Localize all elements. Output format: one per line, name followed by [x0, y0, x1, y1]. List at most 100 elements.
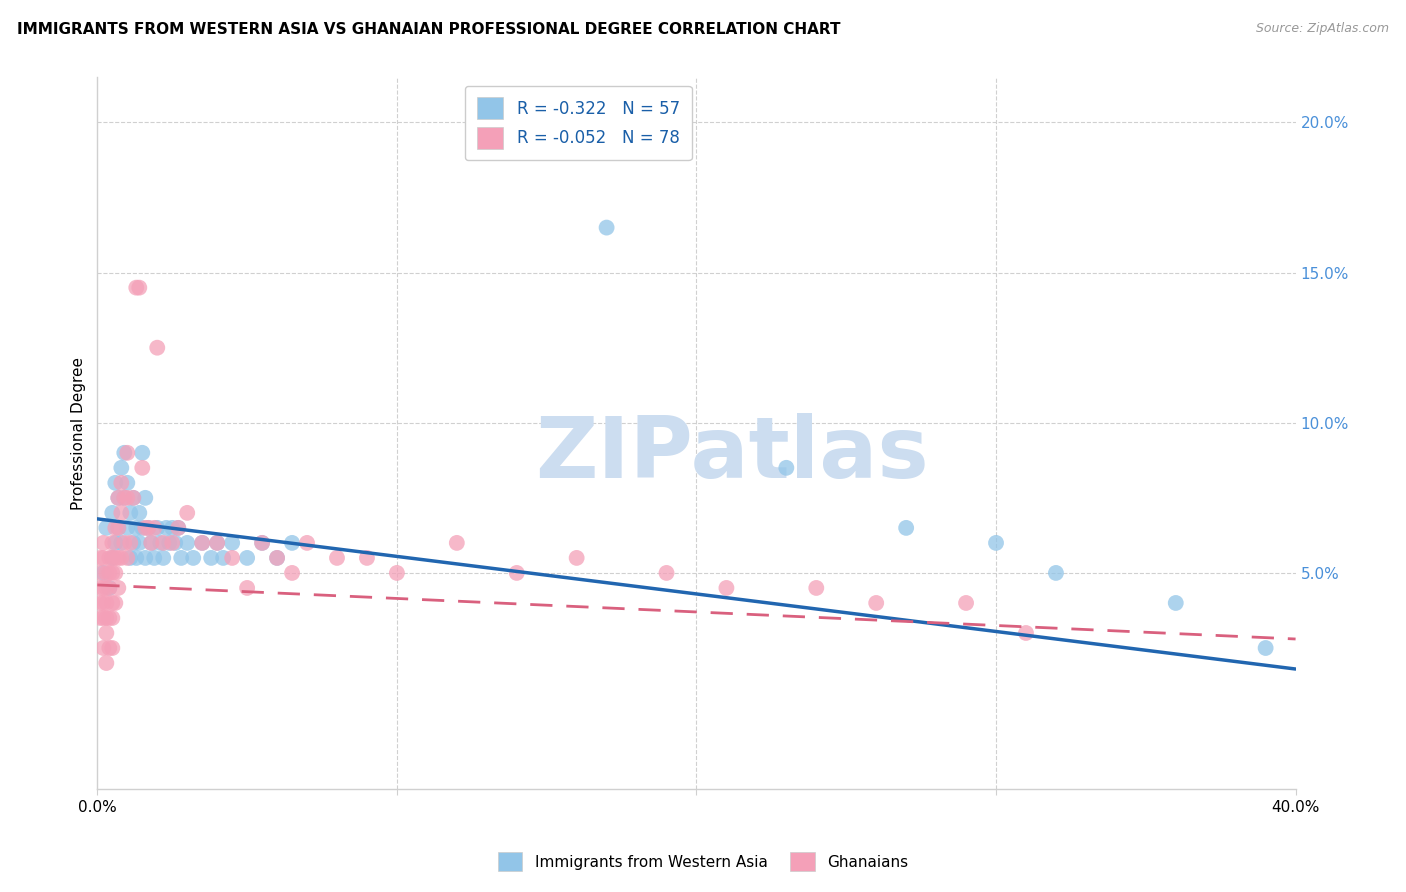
Point [131, 446, 153, 460]
Point [167, 521, 190, 535]
Point [176, 536, 198, 550]
Point [93, 550, 115, 565]
Point [565, 550, 588, 565]
Point [236, 550, 259, 565]
Point [117, 491, 139, 505]
Point [107, 550, 129, 565]
Point [955, 596, 977, 610]
Point [281, 566, 304, 580]
Point [96, 656, 118, 670]
Point [104, 550, 127, 565]
Point [865, 596, 887, 610]
Point [221, 536, 243, 550]
Point [104, 475, 127, 490]
Point [894, 521, 917, 535]
Point [356, 550, 378, 565]
Point [104, 596, 127, 610]
Point [326, 550, 349, 565]
Point [89, 566, 111, 580]
Point [136, 521, 159, 535]
Point [236, 581, 259, 595]
Point [101, 640, 124, 655]
Point [101, 596, 124, 610]
Point [141, 536, 163, 550]
Point [191, 536, 214, 550]
Point [89, 596, 111, 610]
Point [110, 536, 132, 550]
Point [110, 475, 132, 490]
Point [117, 475, 139, 490]
Point [775, 460, 797, 475]
Point [112, 446, 135, 460]
Point [141, 536, 163, 550]
Point [200, 550, 222, 565]
Point [107, 491, 129, 505]
Point [101, 566, 124, 580]
Point [93, 611, 115, 625]
Point [655, 566, 678, 580]
Point [250, 536, 273, 550]
Point [181, 550, 204, 565]
Point [134, 550, 156, 565]
Point [107, 521, 129, 535]
Point [128, 536, 150, 550]
Point [89, 611, 111, 625]
Point [212, 550, 235, 565]
Point [149, 536, 172, 550]
Point [98, 581, 121, 595]
Text: IMMIGRANTS FROM WESTERN ASIA VS GHANAIAN PROFESSIONAL DEGREE CORRELATION CHART: IMMIGRANTS FROM WESTERN ASIA VS GHANAIAN… [17, 22, 841, 37]
Point [125, 521, 148, 535]
Point [167, 521, 190, 535]
Point [117, 446, 139, 460]
Point [266, 550, 288, 565]
Point [152, 536, 174, 550]
Point [1015, 626, 1038, 640]
Point [96, 521, 118, 535]
Point [122, 491, 145, 505]
Point [98, 550, 121, 565]
Point [506, 566, 529, 580]
Point [117, 550, 139, 565]
Point [1254, 640, 1277, 655]
Point [96, 566, 118, 580]
Point [120, 550, 142, 565]
Point [96, 626, 118, 640]
Point [221, 550, 243, 565]
Point [143, 550, 166, 565]
Point [89, 550, 111, 565]
Point [146, 341, 169, 355]
Point [110, 506, 132, 520]
Point [98, 581, 121, 595]
Point [134, 491, 156, 505]
Point [984, 536, 1007, 550]
Point [101, 550, 124, 565]
Point [131, 460, 153, 475]
Point [162, 521, 184, 535]
Point [125, 280, 148, 294]
Point [120, 506, 142, 520]
Point [104, 566, 127, 580]
Point [101, 536, 124, 550]
Point [104, 536, 127, 550]
Point [157, 536, 180, 550]
Point [134, 521, 156, 535]
Point [122, 491, 145, 505]
Point [125, 550, 148, 565]
Point [93, 596, 115, 610]
Point [96, 596, 118, 610]
Point [112, 491, 135, 505]
Point [110, 550, 132, 565]
Point [146, 521, 169, 535]
Point [295, 536, 318, 550]
Point [107, 581, 129, 595]
Point [205, 536, 228, 550]
Point [107, 491, 129, 505]
Point [104, 521, 127, 535]
Point [128, 280, 150, 294]
Legend: Immigrants from Western Asia, Ghanaians: Immigrants from Western Asia, Ghanaians [492, 847, 914, 877]
Point [107, 521, 129, 535]
Point [155, 521, 177, 535]
Point [89, 581, 111, 595]
Point [1164, 596, 1187, 610]
Point [128, 506, 150, 520]
